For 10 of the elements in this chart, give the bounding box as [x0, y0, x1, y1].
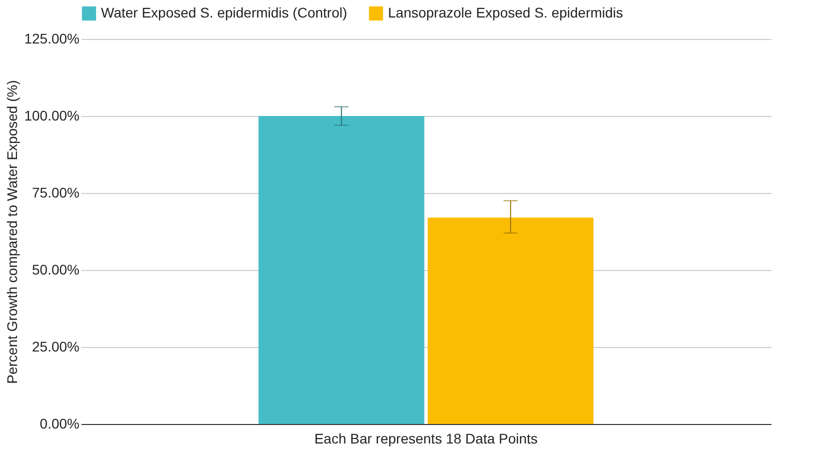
y-tick-label: 100.00% — [24, 108, 80, 124]
legend-label: Lansoprazole Exposed S. epidermidis — [388, 4, 624, 20]
y-tick-label: 50.00% — [32, 262, 80, 278]
legend-label: Water Exposed S. epidermidis (Control) — [101, 4, 348, 20]
y-tick-label: 125.00% — [24, 30, 80, 46]
y-axis-title: Percent Growth compared to Water Exposed (%) — [4, 80, 20, 384]
y-tick-label: 75.00% — [32, 184, 80, 200]
y-tick-label: 25.00% — [32, 338, 80, 354]
x-tick-label: Each Bar represents 18 Data Points — [314, 430, 538, 446]
y-tick-label: 0.00% — [40, 416, 80, 432]
